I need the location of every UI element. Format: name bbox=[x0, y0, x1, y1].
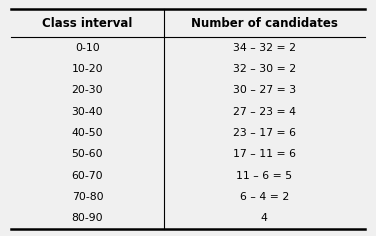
Text: 6 – 4 = 2: 6 – 4 = 2 bbox=[240, 192, 289, 202]
Text: Class interval: Class interval bbox=[42, 17, 133, 30]
Text: 30 – 27 = 3: 30 – 27 = 3 bbox=[233, 85, 296, 95]
Text: 23 – 17 = 6: 23 – 17 = 6 bbox=[233, 128, 296, 138]
Text: 80-90: 80-90 bbox=[71, 213, 103, 223]
Text: 32 – 30 = 2: 32 – 30 = 2 bbox=[233, 64, 296, 74]
Text: 0-10: 0-10 bbox=[75, 43, 100, 53]
Text: 70-80: 70-80 bbox=[71, 192, 103, 202]
Text: 4: 4 bbox=[261, 213, 268, 223]
Text: 17 – 11 = 6: 17 – 11 = 6 bbox=[233, 149, 296, 159]
Text: 11 – 6 = 5: 11 – 6 = 5 bbox=[236, 171, 292, 181]
Text: Number of candidates: Number of candidates bbox=[191, 17, 338, 30]
Text: 30-40: 30-40 bbox=[71, 107, 103, 117]
Text: 60-70: 60-70 bbox=[71, 171, 103, 181]
Text: 20-30: 20-30 bbox=[71, 85, 103, 95]
Text: 10-20: 10-20 bbox=[71, 64, 103, 74]
Text: 50-60: 50-60 bbox=[71, 149, 103, 159]
Text: 34 – 32 = 2: 34 – 32 = 2 bbox=[233, 43, 296, 53]
Text: 40-50: 40-50 bbox=[71, 128, 103, 138]
Text: 27 – 23 = 4: 27 – 23 = 4 bbox=[233, 107, 296, 117]
